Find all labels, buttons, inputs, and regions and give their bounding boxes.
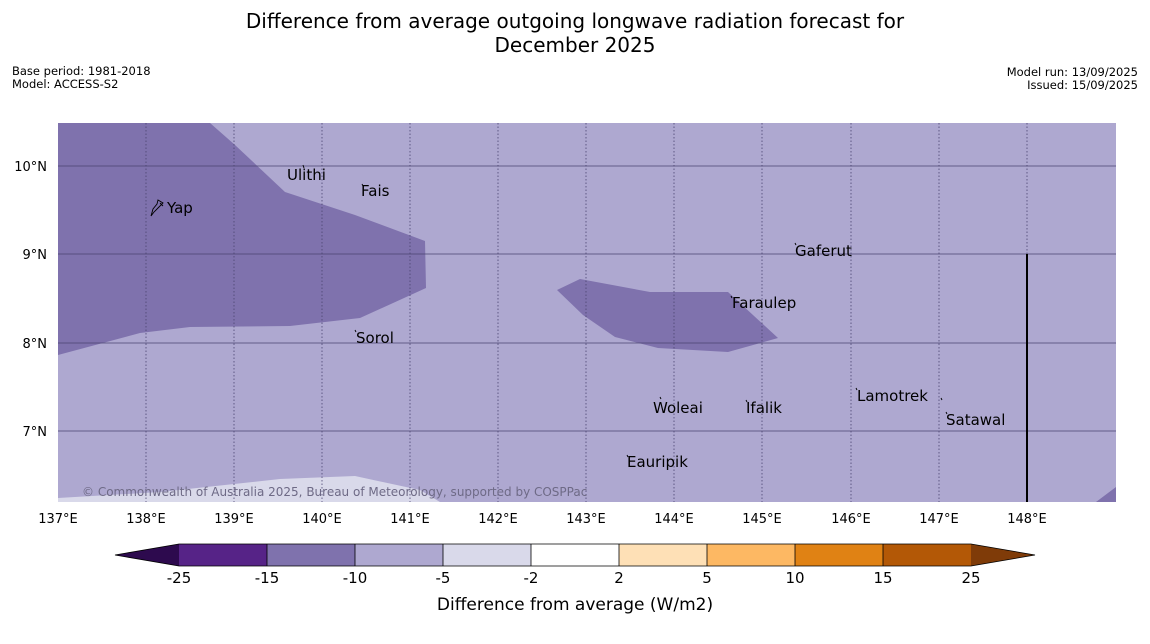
yap-island-outline: [150, 199, 164, 217]
colorbar-dividers: [114, 543, 1036, 567]
place-label-yap: Yap: [166, 199, 193, 217]
meta-left: Base period: 1981-2018 Model: ACCESS-S2: [12, 65, 151, 91]
colorbar-outline: [114, 543, 1036, 567]
eauripik-island-mark: [626, 454, 629, 458]
colorbar-bin-9: [883, 544, 971, 566]
colorbar-tick-labels: -25 -15 -10 -5 -2 2 5 10 15 25: [167, 569, 981, 587]
colorbar-extend-low: [115, 544, 179, 566]
colorbar-bin-8: [795, 544, 883, 566]
sorol-island-mark: [354, 329, 357, 333]
colorbar-bin-3: [355, 544, 443, 566]
colorbar-tick-label: 2: [614, 569, 624, 587]
graticule: [58, 123, 1116, 502]
meridians: [145, 123, 1028, 502]
issued-text: Issued: 15/09/2025: [1027, 78, 1138, 92]
lon-label-144e: 144°E: [654, 512, 694, 527]
colorbar-tick-label: 5: [702, 569, 712, 587]
lat-label-10n: 10°N: [14, 160, 47, 175]
colorbar-bin-4: [443, 544, 531, 566]
fais-island-mark: [361, 183, 364, 187]
lat-axis-labels: 10°N 9°N 8°N 7°N: [14, 160, 47, 440]
copyright-notice: © Commonwealth of Australia 2025, Bureau…: [82, 485, 587, 499]
model-text: Model: ACCESS-S2: [12, 77, 119, 91]
place-label-ulithi: Ulithi: [287, 166, 326, 184]
place-label-satawal: Satawal: [946, 411, 1005, 429]
lon-label-145e: 145°E: [742, 512, 782, 527]
lon-label-143e: 143°E: [566, 512, 606, 527]
place-label-gaferut: Gaferut: [795, 242, 852, 260]
lat-label-9n: 9°N: [23, 248, 48, 263]
lat-label-8n: 8°N: [23, 337, 48, 352]
lon-label-138e: 138°E: [126, 512, 166, 527]
ulithi-island-mark: [302, 164, 305, 169]
place-label-sorol: Sorol: [356, 329, 394, 347]
place-label-fais: Fais: [361, 182, 390, 200]
anomaly-region-south-minus2-to-minus5: [58, 476, 440, 502]
colorbar: -25 -15 -10 -5 -2 2 5 10 15 25 Differenc…: [114, 543, 1036, 615]
colorbar-label: Difference from average (W/m2): [437, 595, 713, 615]
lamotrek-east-island-mark: [940, 397, 943, 401]
lon-axis-labels: 137°E 138°E 139°E 140°E 141°E 142°E 143°…: [38, 512, 1047, 527]
base-period-text: Base period: 1981-2018: [12, 64, 151, 78]
lon-label-140e: 140°E: [302, 512, 342, 527]
colorbar-tick-label: -2: [524, 569, 539, 587]
place-label-faraulep: Faraulep: [732, 294, 796, 312]
woleai-island-mark: [659, 396, 662, 400]
lon-label-141e: 141°E: [390, 512, 430, 527]
anomaly-region-west-minus10-to-minus15: [58, 123, 426, 355]
anomaly-region-central-minus10-to-minus15: [557, 279, 778, 352]
colorbar-tick-label: -5: [436, 569, 451, 587]
colorbar-tick-label: 10: [785, 569, 804, 587]
place-label-ifalik: Ifalik: [746, 399, 782, 417]
colorbar-tick-label: -10: [343, 569, 368, 587]
lat-label-7n: 7°N: [23, 425, 48, 440]
faraulep-island-mark: [730, 295, 733, 299]
title-line-1: Difference from average outgoing longwav…: [245, 9, 905, 33]
colorbar-tick-label: -15: [255, 569, 280, 587]
colorbar-bin-6: [619, 544, 707, 566]
gaferut-island-mark: [794, 242, 797, 246]
place-label-lamotrek: Lamotrek: [857, 387, 928, 405]
title-line-2: December 2025: [494, 33, 656, 57]
place-labels: Yap Ulithi Fais Gaferut Faraulep Sorol L…: [166, 166, 1005, 471]
satawal-island-mark: [945, 411, 948, 415]
place-label-eauripik: Eauripik: [627, 453, 688, 471]
islands: [150, 164, 948, 458]
ifalik-island-mark: [745, 399, 748, 403]
model-run-text: Model run: 13/09/2025: [1006, 65, 1138, 79]
colorbar-bin-7: [707, 544, 795, 566]
lon-label-142e: 142°E: [478, 512, 518, 527]
lon-label-148e: 148°E: [1007, 512, 1047, 527]
colorbar-tick-label: -25: [167, 569, 192, 587]
colorbar-extend-high: [971, 544, 1035, 566]
colorbar-bin-2: [267, 544, 355, 566]
colorbar-tick-label: 25: [961, 569, 980, 587]
anomaly-region-corner: [1096, 487, 1116, 502]
lon-label-146e: 146°E: [831, 512, 871, 527]
colorbar-bin-1: [179, 544, 267, 566]
colorbar-bin-5: [531, 544, 619, 566]
colorbar-tick-label: 15: [873, 569, 892, 587]
map-title: Difference from average outgoing longwav…: [0, 9, 1150, 57]
lon-label-139e: 139°E: [214, 512, 254, 527]
meta-right: Model run: 13/09/2025 Issued: 15/09/2025: [1007, 66, 1138, 92]
lon-label-137e: 137°E: [38, 512, 78, 527]
place-label-woleai: Woleai: [653, 399, 703, 417]
lon-label-147e: 147°E: [919, 512, 959, 527]
map-area: Yap Ulithi Fais Gaferut Faraulep Sorol L…: [58, 123, 1116, 502]
lamotrek-island-mark: [855, 387, 858, 391]
